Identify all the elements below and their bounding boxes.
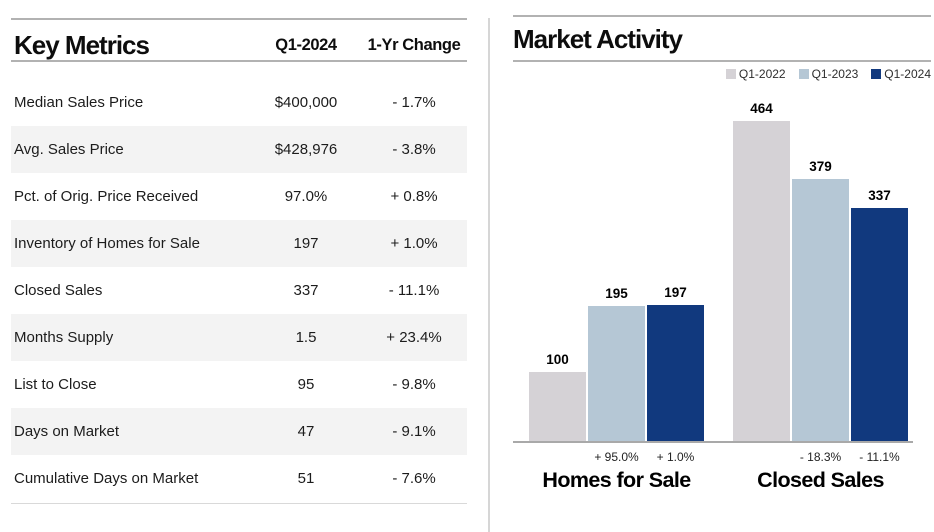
metric-value: 51: [297, 470, 315, 487]
bar-group-closed-sales: 464 379 337: [733, 101, 908, 441]
bar-q1-2024-homes: [647, 305, 704, 441]
legend-swatch-q1-2022: [725, 69, 736, 79]
metric-label: Cumulative Days on Market: [14, 470, 199, 487]
metric-change: + 0.8%: [390, 188, 438, 205]
bar-value-label: 464: [750, 101, 773, 116]
change-label: - 11.1%: [859, 450, 900, 464]
metric-change: - 7.6%: [392, 470, 436, 487]
category-label-closed-sales: Closed Sales: [757, 468, 884, 492]
table-header-rule: [11, 60, 467, 62]
bar-value-label: 195: [605, 286, 628, 301]
bar-slot: 195: [588, 286, 645, 441]
metric-label: Closed Sales: [14, 282, 103, 299]
change-group-homes: + 95.0% + 1.0%: [529, 450, 704, 464]
bar-q1-2023-closed: [792, 179, 849, 441]
metric-change: + 1.0%: [390, 235, 438, 252]
column-header-1yr-change: 1-Yr Change: [367, 36, 461, 54]
bar-q1-2022-closed: [733, 121, 790, 441]
metric-label: Months Supply: [14, 329, 114, 346]
change-label: [733, 450, 790, 464]
metric-change: - 1.7%: [392, 94, 436, 111]
legend-item-q1-2022: Q1-2022: [725, 67, 786, 81]
panel-divider: [488, 18, 490, 532]
legend-swatch-q1-2024: [871, 69, 882, 79]
metric-change: - 9.8%: [392, 376, 436, 393]
bar-slot: 197: [647, 285, 704, 441]
metric-change: - 3.8%: [392, 141, 436, 158]
table-row: Inventory of Homes for Sale 197 + 1.0%: [11, 220, 467, 267]
bar-value-label: 379: [809, 159, 832, 174]
change-label: [529, 450, 586, 464]
table-row: Cumulative Days on Market 51 - 7.6%: [11, 455, 467, 502]
metric-label: Inventory of Homes for Sale: [14, 235, 200, 252]
table-top-rule: [11, 18, 467, 20]
change-label: + 95.0%: [594, 450, 639, 464]
change-label: - 18.3%: [799, 450, 842, 464]
legend-label: Q1-2022: [738, 67, 786, 81]
bar-q1-2023-homes: [588, 306, 645, 441]
bar-q1-2024-closed: [851, 208, 908, 441]
metric-value: $400,000: [274, 94, 338, 111]
chart-legend: Q1-2022 Q1-2023 Q1-2024: [725, 67, 931, 81]
bar-value-label: 197: [664, 285, 687, 300]
legend-item-q1-2023: Q1-2023: [798, 67, 859, 81]
bar-plot-area: 100 195 197 464 379: [513, 100, 913, 443]
table-row: Days on Market 47 - 9.1%: [11, 408, 467, 455]
bar-slot: 337: [851, 188, 908, 441]
bar-value-label: 100: [546, 352, 569, 367]
metric-value: $428,976: [274, 141, 338, 158]
market-activity-panel: Market Activity Q1-2022 Q1-2023 Q1-2024 …: [488, 0, 934, 532]
table-row: Median Sales Price $400,000 - 1.7%: [11, 79, 467, 126]
table-row: Months Supply 1.5 + 23.4%: [11, 314, 467, 361]
metric-label: Days on Market: [14, 423, 120, 440]
change-group-closed: - 18.3% - 11.1%: [733, 450, 908, 464]
category-label-homes-for-sale: Homes for Sale: [542, 468, 691, 492]
metric-change: - 11.1%: [388, 282, 440, 299]
metric-label: Avg. Sales Price: [14, 141, 124, 158]
metric-value: 47: [297, 423, 315, 440]
bar-group-homes-for-sale: 100 195 197: [529, 285, 704, 441]
legend-item-q1-2024: Q1-2024: [871, 67, 931, 81]
metrics-rows: Median Sales Price $400,000 - 1.7% Avg. …: [11, 79, 467, 502]
metric-label: List to Close: [14, 376, 97, 393]
column-header-q1-2024: Q1-2024: [275, 36, 337, 54]
change-label: + 1.0%: [656, 450, 695, 464]
bar-slot: 100: [529, 352, 586, 441]
metric-label: Median Sales Price: [14, 94, 144, 111]
metric-value: 197: [293, 235, 319, 252]
legend-label: Q1-2024: [884, 67, 931, 81]
bar-value-label: 337: [868, 188, 891, 203]
market-activity-title: Market Activity: [513, 24, 683, 54]
bar-slot: 379: [792, 159, 849, 441]
metric-value: 337: [293, 282, 319, 299]
legend-swatch-q1-2023: [798, 69, 809, 79]
bar-q1-2022-homes: [529, 372, 586, 441]
chart-title-rule: [513, 60, 931, 62]
legend-label: Q1-2023: [811, 67, 859, 81]
key-metrics-panel: Key Metrics Q1-2024 1-Yr Change Median S…: [11, 0, 467, 532]
metric-value: 97.0%: [284, 188, 328, 205]
chart-top-rule: [513, 15, 931, 17]
table-row: Avg. Sales Price $428,976 - 3.8%: [11, 126, 467, 173]
table-row: List to Close 95 - 9.8%: [11, 361, 467, 408]
metric-change: - 9.1%: [392, 423, 436, 440]
table-bottom-rule: [11, 503, 467, 504]
metric-change: + 23.4%: [386, 329, 442, 346]
metric-value: 95: [297, 376, 315, 393]
table-row: Pct. of Orig. Price Received 97.0% + 0.8…: [11, 173, 467, 220]
table-header: Key Metrics Q1-2024 1-Yr Change: [11, 22, 467, 58]
change-labels-row: + 95.0% + 1.0% - 18.3% - 11.1%: [513, 450, 913, 466]
bar-slot: 464: [733, 101, 790, 441]
key-metrics-title: Key Metrics: [14, 30, 150, 60]
metric-label: Pct. of Orig. Price Received: [14, 188, 199, 205]
table-row: Closed Sales 337 - 11.1%: [11, 267, 467, 314]
metric-value: 1.5: [295, 329, 317, 346]
